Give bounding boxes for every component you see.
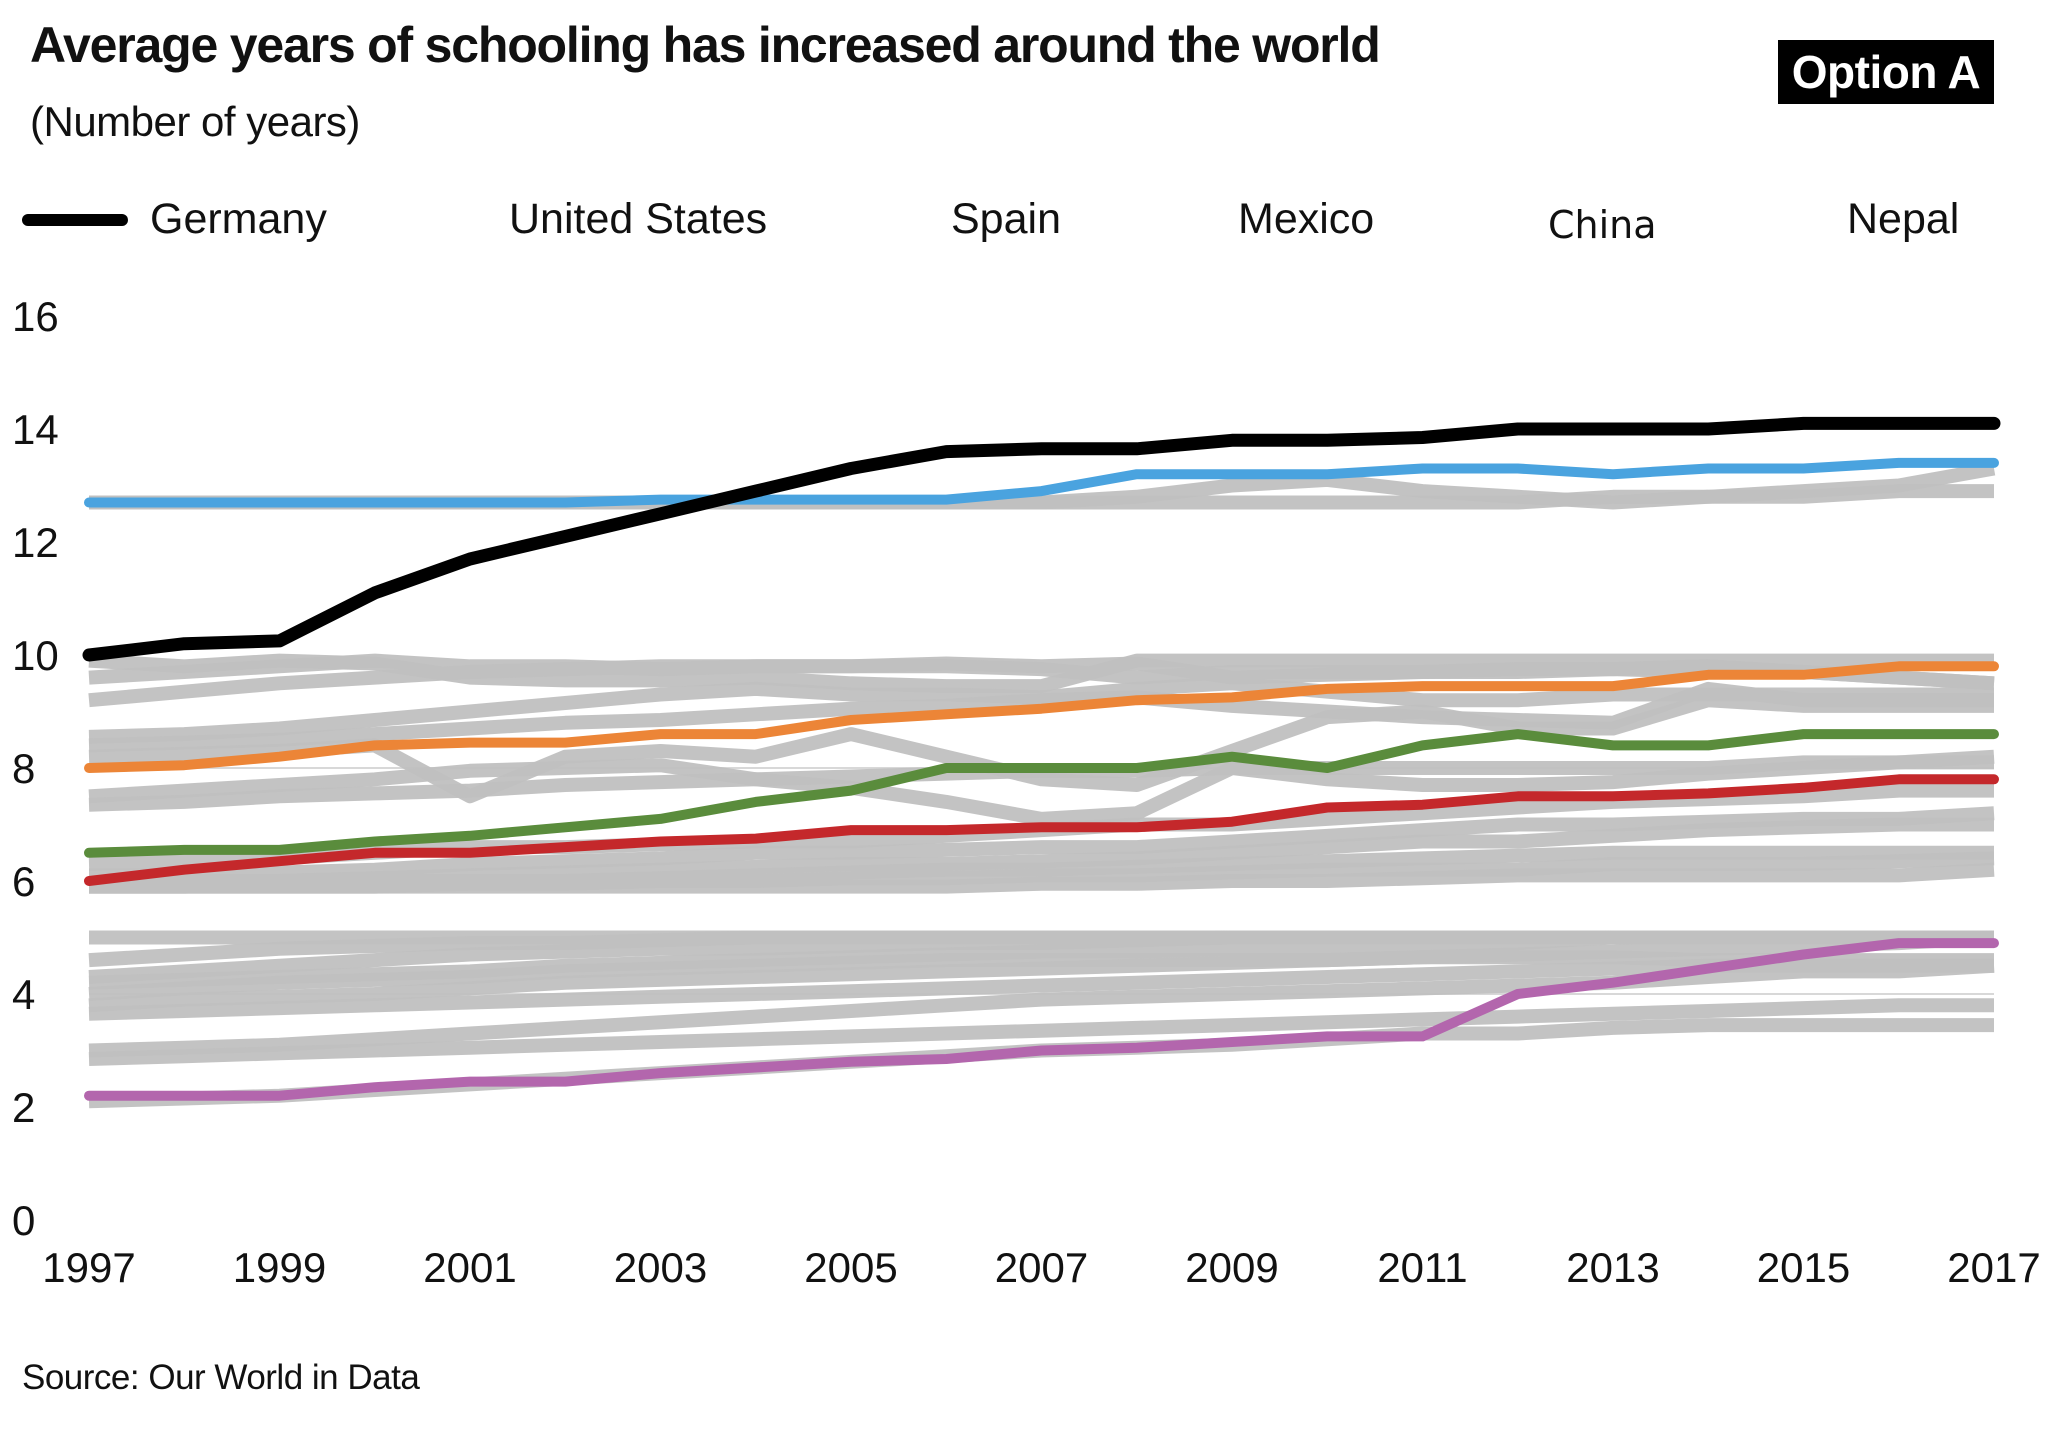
legend-item-nepal[interactable]: Nepal bbox=[1847, 195, 1959, 244]
background-series-line bbox=[88, 958, 1995, 1058]
legend-label: Nepal bbox=[1847, 195, 1960, 243]
y-tick-label: 0 bbox=[12, 1197, 35, 1244]
legend: Germany United States Spain Mexico China… bbox=[0, 195, 2064, 255]
source-note: Source: Our World in Data bbox=[22, 1358, 420, 1397]
series-line-united-states bbox=[84, 457, 1999, 508]
legend-item-spain[interactable]: Spain bbox=[951, 195, 1061, 244]
x-tick-label: 2009 bbox=[1185, 1244, 1278, 1291]
series-line-mexico bbox=[84, 729, 1999, 858]
x-tick-label: 1999 bbox=[233, 1244, 326, 1291]
background-series-line bbox=[89, 862, 1995, 894]
background-series-line bbox=[88, 749, 1995, 826]
background-series-line bbox=[88, 693, 1994, 804]
x-tick-label: 2013 bbox=[1566, 1244, 1659, 1291]
y-tick-label: 16 bbox=[12, 293, 59, 340]
x-tick-label: 2005 bbox=[804, 1244, 897, 1291]
x-tick-label: 2003 bbox=[614, 1244, 707, 1291]
legend-item-germany[interactable]: Germany bbox=[22, 195, 327, 244]
x-tick-label: 2007 bbox=[995, 1244, 1088, 1291]
y-tick-label: 14 bbox=[12, 406, 59, 453]
y-tick-label: 4 bbox=[12, 971, 35, 1018]
series-line-germany bbox=[82, 416, 2001, 662]
y-tick-label: 12 bbox=[12, 519, 59, 566]
x-axis-ticks: 1997 1999 2001 2003 2005 2007 2009 2011 2013 2015… bbox=[42, 1244, 2040, 1291]
background-series-group bbox=[88, 461, 1996, 1109]
background-series-line bbox=[88, 998, 1994, 1066]
option-badge: Option A bbox=[1778, 40, 1994, 104]
legend-label: United States bbox=[509, 195, 768, 243]
background-series-line bbox=[88, 681, 1994, 753]
y-tick-label: 10 bbox=[12, 632, 59, 679]
series-line-spain bbox=[84, 661, 1999, 773]
background-series-line bbox=[88, 930, 1995, 1013]
series-line-china bbox=[84, 774, 1999, 886]
background-series-line bbox=[88, 659, 1995, 708]
y-tick-label: 8 bbox=[12, 745, 35, 792]
y-tick-label: 6 bbox=[12, 858, 35, 905]
x-tick-label: 2015 bbox=[1757, 1244, 1850, 1291]
background-series-line bbox=[88, 950, 1994, 1001]
chart-subtitle: (Number of years) bbox=[30, 98, 360, 145]
legend-label: Spain bbox=[951, 195, 1061, 243]
background-series-line bbox=[89, 461, 1996, 510]
legend-item-united-states[interactable]: United States bbox=[509, 195, 767, 244]
legend-item-china[interactable]: China bbox=[1548, 203, 1657, 247]
legend-item-mexico[interactable]: Mexico bbox=[1238, 195, 1374, 244]
background-series-line bbox=[89, 806, 1995, 883]
legend-label: Mexico bbox=[1238, 195, 1375, 243]
legend-swatch-germany bbox=[22, 213, 128, 226]
legend-label: Germany bbox=[150, 195, 327, 243]
y-axis-ticks: 0 2 4 6 8 10 12 14 16 bbox=[12, 293, 59, 1244]
series-line-nepal bbox=[84, 938, 1999, 1101]
x-tick-label: 1997 bbox=[42, 1244, 135, 1291]
background-series-line bbox=[88, 958, 1994, 1021]
x-tick-label: 2011 bbox=[1377, 1244, 1467, 1291]
x-tick-label: 2001 bbox=[423, 1244, 516, 1291]
legend-label: China bbox=[1548, 203, 1657, 247]
x-tick-label: 2017 bbox=[1947, 1244, 2040, 1291]
highlighted-series-group bbox=[82, 416, 2001, 1101]
chart-title: Average years of schooling has increased… bbox=[30, 17, 1381, 73]
y-tick-label: 2 bbox=[12, 1084, 35, 1131]
